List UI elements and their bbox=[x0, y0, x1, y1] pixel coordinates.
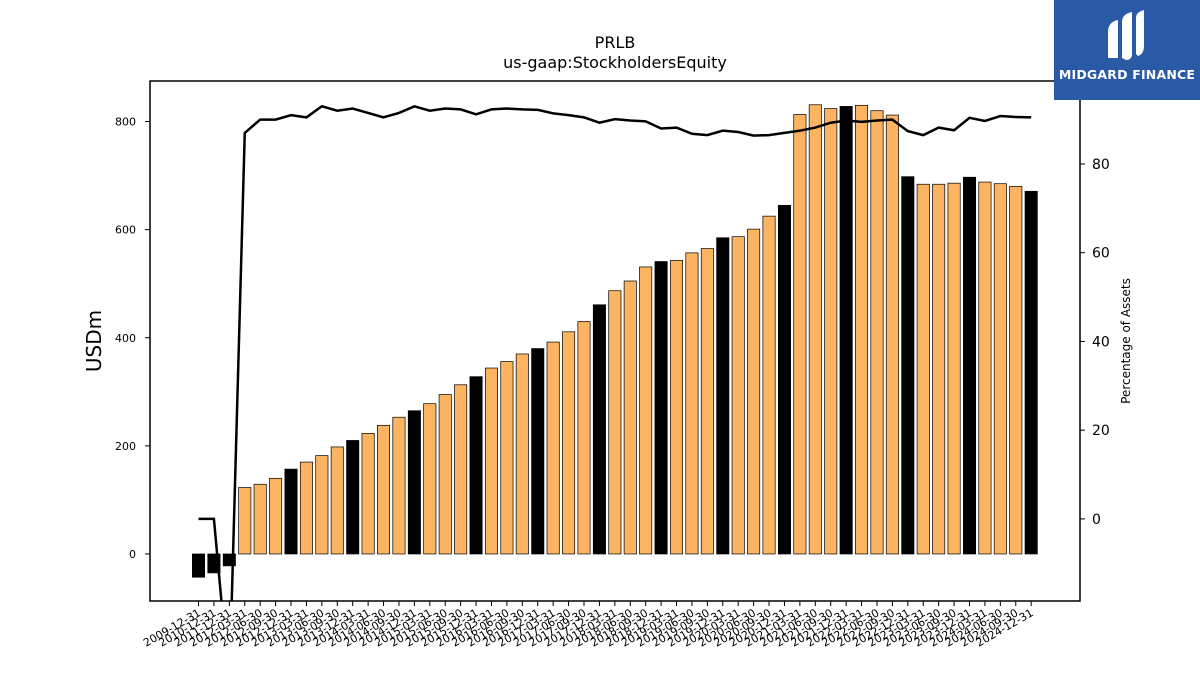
bar-2023-03-31 bbox=[916, 183, 930, 555]
y-tick-label: 200 bbox=[115, 440, 136, 453]
bar-2018-09-30 bbox=[639, 266, 653, 555]
bar-2013-12-31 bbox=[346, 440, 360, 555]
logo-text: MIDGARD FINANCE bbox=[1058, 67, 1196, 82]
chart-subtitle: us-gaap:StockholdersEquity bbox=[503, 53, 727, 72]
bar-2020-03-31 bbox=[731, 236, 745, 555]
y-tick-label: 800 bbox=[115, 116, 136, 129]
brand-logo: MIDGARD FINANCE bbox=[1054, 0, 1200, 100]
bar-2023-06-30 bbox=[932, 183, 946, 555]
bar-2022-03-31 bbox=[855, 104, 869, 555]
y2-tick-label: 60 bbox=[1092, 246, 1110, 262]
x-axis: 2009-12-312010-12-312011-12-312012-03-31… bbox=[141, 601, 1036, 650]
bar-2014-12-31 bbox=[407, 410, 421, 555]
y-axis-label: USDm bbox=[82, 310, 106, 372]
y-tick-label: 400 bbox=[115, 332, 136, 345]
y2-tick-label: 40 bbox=[1092, 334, 1110, 350]
bar-2018-12-31 bbox=[654, 261, 668, 555]
bar-2024-06-30 bbox=[993, 183, 1007, 555]
bar-2018-03-31 bbox=[608, 290, 622, 555]
y2-tick-label: 20 bbox=[1092, 423, 1110, 439]
bar-2023-09-30 bbox=[947, 182, 961, 555]
bar-2016-06-30 bbox=[500, 361, 514, 555]
bar-2012-06-30 bbox=[253, 483, 267, 555]
bar-2014-03-31 bbox=[361, 433, 375, 555]
bar-2013-03-31 bbox=[299, 461, 313, 555]
bar-2022-06-30 bbox=[870, 110, 884, 555]
bar-2024-12-31 bbox=[1024, 190, 1038, 555]
bar-2009-12-31 bbox=[192, 553, 206, 578]
bar-2015-09-30 bbox=[454, 384, 468, 555]
bar-2017-12-31 bbox=[592, 304, 606, 555]
bar-2016-03-31 bbox=[484, 367, 498, 555]
bar-2019-06-30 bbox=[685, 252, 699, 555]
bar-2021-06-30 bbox=[808, 104, 822, 555]
bar-2012-03-31 bbox=[238, 487, 252, 555]
bar-2020-12-31 bbox=[777, 204, 791, 555]
bar-2023-12-31 bbox=[962, 176, 976, 555]
bar-2019-12-31 bbox=[716, 237, 730, 555]
bar-2019-09-30 bbox=[700, 248, 714, 555]
bar-2019-03-31 bbox=[670, 260, 684, 555]
y2-axis-label: Percentage of Assets bbox=[1119, 278, 1133, 404]
bar-2012-12-31 bbox=[284, 468, 298, 555]
y-tick-label: 0 bbox=[129, 548, 136, 561]
pct-assets-line-layer bbox=[198, 104, 1032, 601]
bar-2017-06-30 bbox=[562, 331, 576, 555]
bar-2024-09-30 bbox=[1009, 186, 1023, 555]
y-tick-label: 600 bbox=[115, 224, 136, 237]
bar-2018-06-30 bbox=[623, 280, 637, 555]
bar-2021-03-31 bbox=[793, 114, 807, 555]
y2-tick-label: 0 bbox=[1092, 512, 1101, 528]
y-axis: 0 200 400 600 800 bbox=[115, 116, 150, 561]
pct-assets-line bbox=[198, 104, 1032, 601]
y2-tick-label: 80 bbox=[1092, 157, 1110, 173]
bar-2015-12-31 bbox=[469, 376, 483, 555]
bar-2015-06-30 bbox=[438, 394, 452, 555]
bar-2020-06-30 bbox=[747, 228, 761, 555]
y2-axis: 0 20 40 60 80 bbox=[1080, 157, 1110, 528]
bar-2017-03-31 bbox=[546, 341, 560, 555]
bar-2021-12-31 bbox=[839, 106, 853, 555]
bar-2021-09-30 bbox=[824, 108, 838, 555]
bar-2014-06-30 bbox=[377, 424, 391, 555]
bar-2020-09-30 bbox=[762, 215, 776, 555]
midgard-logo-icon bbox=[1108, 10, 1144, 60]
bar-2017-09-30 bbox=[577, 321, 591, 555]
bar-series bbox=[192, 104, 1038, 578]
bar-2013-06-30 bbox=[315, 455, 329, 555]
bar-2016-09-30 bbox=[515, 353, 529, 555]
bar-2022-09-30 bbox=[885, 114, 899, 555]
bar-2013-09-30 bbox=[330, 446, 344, 555]
bar-2015-03-31 bbox=[423, 403, 437, 555]
chart-title: PRLB bbox=[595, 33, 636, 52]
bar-2022-12-31 bbox=[901, 176, 915, 555]
bar-2011-12-31 bbox=[222, 553, 236, 567]
bar-2024-03-31 bbox=[978, 181, 992, 555]
bar-2012-09-30 bbox=[269, 477, 283, 555]
bar-2014-09-30 bbox=[392, 416, 406, 555]
bar-2016-12-31 bbox=[531, 348, 545, 555]
